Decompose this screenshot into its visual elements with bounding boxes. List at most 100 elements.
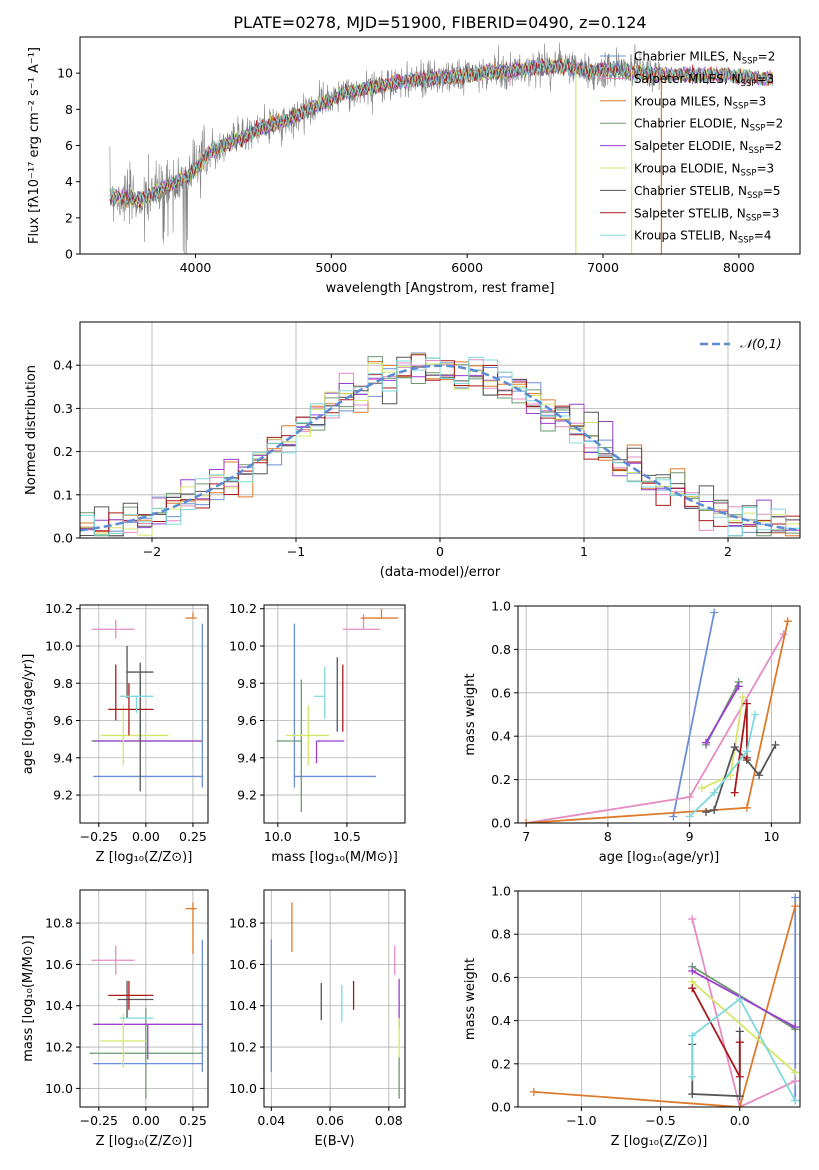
weight-line-salpeter_miles: [526, 633, 785, 823]
weight-line-chabrier_miles: [672, 612, 716, 817]
plot-area-residuals: [80, 352, 800, 537]
y-tick-label: 10.0: [45, 638, 73, 653]
weight-marker-chabrier_stelib: [702, 808, 710, 817]
y-tick-label: 0.3: [53, 401, 73, 416]
figure-title: PLATE=0278, MJD=51900, FIBERID=0490, z=0…: [233, 13, 646, 32]
weight-marker-chabrier_stelib: [735, 1092, 744, 1101]
axes-frame: [79, 36, 801, 255]
axes-frame: [79, 889, 209, 1108]
x-tick-label: 5000: [315, 260, 347, 275]
y-axis-label: Normed distribution: [24, 365, 39, 495]
y-tick-label: 1.0: [491, 884, 511, 899]
x-axis-label: E(B-V): [314, 1134, 354, 1149]
weight-line-salpeter_miles: [691, 918, 796, 1107]
panel-age_vs_Z: −0.25 0.00 0.25 9.2 9.4 9.6 9.8 10.0 10.2 Z [log₁…: [21, 601, 209, 865]
plot-area-weight_vs_Z: [529, 893, 800, 1107]
weight-marker-salpeter_stelib: [735, 1072, 744, 1081]
weight-line-salpeter_elodie: [705, 685, 740, 744]
legend-label-salpeter_miles: Salpeter MILES, NSSP=3: [634, 72, 774, 89]
y-tick-label: 0.2: [53, 444, 73, 459]
legend-label-kroupa_miles: Kroupa MILES, NSSP=3: [634, 94, 766, 111]
y-tick-label: 9.4: [53, 750, 73, 765]
y-tick-label: 10.2: [229, 1040, 257, 1055]
y-axis-label: mass weight: [463, 673, 478, 755]
weight-marker-chabrier_stelib: [771, 740, 780, 749]
y-tick-label: 0.2: [491, 1056, 511, 1071]
weight-marker-kroupa_miles: [735, 1103, 744, 1107]
x-tick-label: 0.04: [257, 1113, 285, 1128]
weight-marker-chabrier_miles: [791, 893, 800, 902]
x-tick-label: 10.5: [333, 829, 361, 844]
y-tick-label: 0.0: [491, 1100, 511, 1115]
x-tick-label: 0.00: [132, 829, 160, 844]
weight-marker-kroupa_elodie: [791, 1068, 800, 1077]
model-spectrum-kroupa_elodie: [109, 57, 774, 207]
y-tick-label: 10.4: [45, 998, 73, 1013]
y-tick-label: 9.6: [237, 713, 257, 728]
x-tick-label: −1: [287, 544, 305, 559]
y-axis-label: age [log₁₀(age/yr)]: [21, 654, 36, 775]
y-tick-label: 9.2: [237, 788, 257, 803]
y-tick-label: 9.8: [53, 676, 73, 691]
axes-frame: [517, 605, 801, 824]
x-tick-label: 0.25: [179, 829, 207, 844]
hist-kroupa_stelib: [80, 356, 800, 537]
x-tick-label: −0.5: [645, 1113, 675, 1128]
y-tick-label: 0.4: [491, 729, 511, 744]
x-tick-label: 0.25: [179, 1113, 207, 1128]
weight-marker-salpeter_elodie: [702, 738, 710, 747]
y-tick-label: 9.8: [237, 676, 257, 691]
x-axis-label: Z [log₁₀(Z/Z⊙)]: [611, 1134, 708, 1149]
weight-marker-kroupa_miles: [783, 617, 792, 626]
x-axis-label: age [log₁₀(age/yr)]: [599, 850, 720, 865]
y-tick-label: 0: [65, 247, 73, 262]
panel-weight_vs_Z: −1.0 −0.5 0.0 0.0 0.2 0.4 0.6 0.8 1.0 Z [log₁₀(Z/…: [463, 884, 801, 1149]
y-tick-label: 9.6: [53, 713, 73, 728]
panel-weight_vs_age: 7 8 9 10 0.0 0.2 0.4 0.6 0.8 1.0 age [log₁₀(age/yr…: [463, 599, 801, 865]
legend-label-chabrier_elodie: Chabrier ELODIE, NSSP=2: [634, 117, 783, 134]
legend-label-kroupa_stelib: Kroupa STELIB, NSSP=4: [634, 229, 772, 246]
y-tick-label: 0.4: [53, 358, 73, 373]
x-tick-label: 8000: [723, 260, 755, 275]
weight-marker-salpeter_elodie: [688, 966, 697, 975]
weight-line-kroupa_elodie: [691, 981, 796, 1074]
plot-area-mass_vs_Z: [89, 902, 204, 1099]
weight-marker-chabrier_stelib: [735, 1027, 744, 1036]
y-tick-label: 0.1: [53, 487, 73, 502]
x-tick-label: −0.25: [80, 829, 118, 844]
y-tick-label: 10.6: [45, 957, 73, 972]
x-tick-label: 10: [763, 829, 779, 844]
x-axis-label: wavelength [Angstrom, rest frame]: [326, 281, 555, 296]
y-tick-label: 0.8: [491, 927, 511, 942]
weight-marker-kroupa_miles: [522, 819, 531, 823]
plot-area-age_vs_mass: [276, 608, 399, 812]
x-axis-label: Z [log₁₀(Z/Z⊙)]: [96, 1134, 193, 1149]
y-tick-label: 2: [65, 210, 73, 225]
x-tick-label: 0.0: [730, 1113, 750, 1128]
y-tick-label: 0.0: [491, 816, 511, 831]
y-tick-label: 0.4: [491, 1013, 511, 1028]
y-tick-label: 9.4: [237, 750, 257, 765]
plot-area-weight_vs_age: [522, 608, 792, 823]
x-tick-label: 0: [436, 544, 444, 559]
x-tick-label: 2: [724, 544, 732, 559]
weight-marker-kroupa_stelib: [751, 710, 760, 719]
weight-marker-chabrier_stelib: [755, 771, 764, 780]
weight-marker-salpeter_stelib: [730, 788, 739, 797]
y-tick-label: 8: [65, 102, 73, 117]
weight-line-kroupa_stelib: [691, 997, 796, 1101]
y-tick-label: 6: [65, 138, 73, 153]
x-axis-label: Z [log₁₀(Z/Z⊙)]: [96, 850, 193, 865]
y-axis-label: mass weight: [463, 958, 478, 1040]
weight-marker-kroupa_miles: [791, 902, 800, 911]
panel-age_vs_mass: 10.0 10.5 9.2 9.4 9.6 9.8 10.0 10.2 mass [log₁₀(…: [229, 601, 406, 865]
y-tick-label: 0.6: [491, 970, 511, 985]
axes-frame: [517, 890, 801, 1108]
weight-line-kroupa_stelib: [689, 714, 756, 818]
axes-frame: [79, 321, 801, 539]
panel-mass_vs_ebv: 0.04 0.06 0.08 10.0 10.2 10.4 10.6 10.8 E(B-V): [229, 889, 406, 1149]
weight-marker-chabrier_stelib: [730, 743, 739, 752]
weight-marker-chabrier_stelib: [688, 1090, 697, 1099]
x-tick-label: −2: [143, 544, 161, 559]
legend-label-kroupa_elodie: Kroupa ELODIE, NSSP=3: [634, 162, 774, 179]
